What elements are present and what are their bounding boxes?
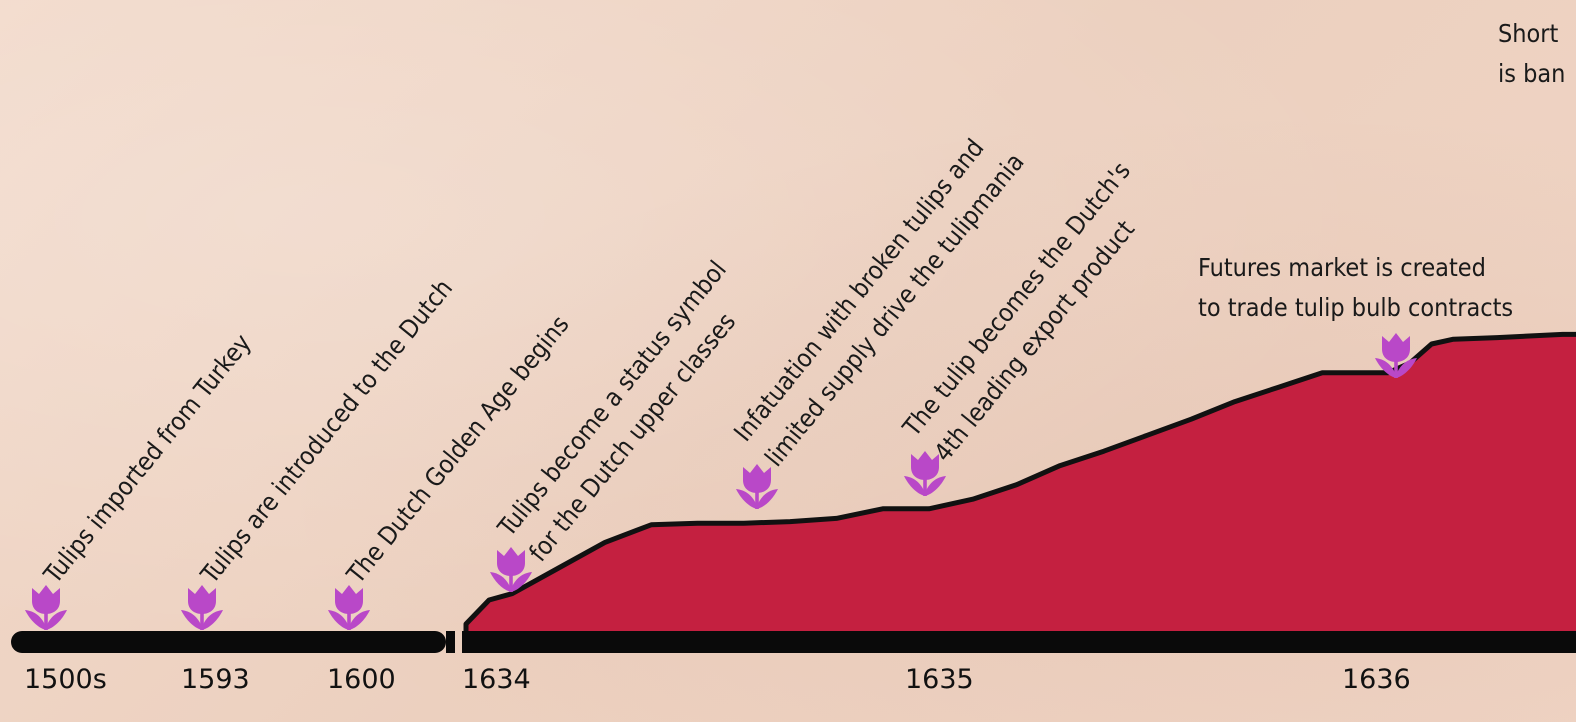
x-tick-label: 1634: [462, 664, 531, 695]
event-label-line: Tulips become a status symbol: [491, 255, 732, 542]
event-label: Tulips are introduced to the Dutch: [194, 274, 458, 590]
x-tick-label: 1600: [327, 664, 396, 695]
timeline-axis: [11, 631, 1576, 653]
tulip-icon: [734, 462, 780, 511]
x-tick-label: 1500s: [24, 664, 107, 695]
event-label-line: Futures market is created: [1198, 253, 1486, 282]
x-tick-label: 1635: [905, 664, 974, 695]
axis-break-mark: [446, 631, 455, 653]
axis-ticks: 1500s 1593 1600 1634 1635 1636: [24, 664, 1411, 695]
x-tick-label: 1636: [1342, 664, 1411, 695]
event-label-line: is ban: [1498, 59, 1565, 88]
event-label-line: Short: [1498, 19, 1559, 48]
tulip-icon: [179, 583, 225, 632]
tulip-icon: [23, 583, 69, 632]
tulip-icon: [326, 583, 372, 632]
event-label-line: to trade tulip bulb contracts: [1198, 293, 1513, 322]
event-label: Short is ban: [1498, 19, 1565, 88]
event-label-line: 4th leading export product: [928, 215, 1140, 467]
price-area: [466, 334, 1576, 642]
event-label: Futures market is created to trade tulip …: [1198, 253, 1513, 322]
event-label-line: Tulips are introduced to the Dutch: [194, 274, 458, 590]
x-tick-label: 1593: [181, 664, 250, 695]
